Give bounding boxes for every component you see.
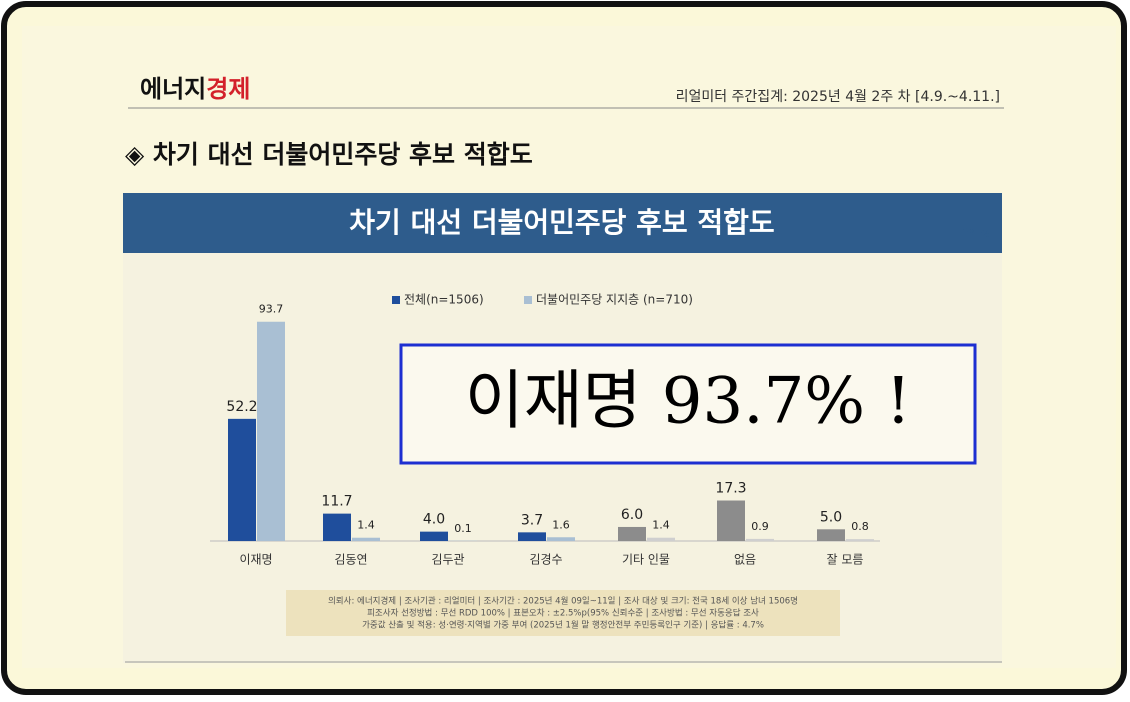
x-tick-label: 잘 모름	[827, 553, 864, 567]
value-label: 3.7	[521, 512, 543, 528]
legend-swatch	[524, 296, 532, 304]
x-tick-label: 없음	[734, 553, 756, 567]
bar	[257, 322, 285, 541]
x-tick-label: 김두관	[431, 553, 464, 567]
value-label: 4.0	[423, 512, 445, 528]
value-label: 0.9	[751, 520, 769, 533]
x-tick-label: 이재명	[239, 553, 272, 567]
footnote-line: 가중값 산출 및 적용: 성·연령·지역별 가중 부여 (2025년 1월 말 …	[362, 620, 764, 631]
source: 리얼미터 주간집계: 2025년 4월 2주 차 [4.9.~4.11.]	[676, 89, 1000, 105]
value-label: 11.7	[321, 494, 352, 510]
value-label: 1.4	[357, 519, 375, 532]
footnote: 의뢰사: 에너지경제 | 조사기관 : 리얼미터 | 조사기간 : 2025년 …	[328, 596, 798, 631]
overlay-text: 이재명 93.7% !	[465, 365, 911, 439]
value-label: 0.8	[851, 520, 869, 533]
x-tick-label: 기타 인물	[622, 553, 670, 567]
logo: 에너지경제	[140, 75, 250, 103]
bar	[228, 419, 256, 541]
bar	[618, 527, 646, 541]
value-label: 6.0	[621, 507, 643, 523]
value-label: 5.0	[820, 509, 842, 525]
footnote-line: 피조사자 선정방법 : 무선 RDD 100% | 표본오차 : ±2.5%p(…	[367, 608, 759, 619]
value-label: 0.1	[454, 522, 472, 535]
value-label: 93.7	[259, 303, 284, 316]
bar	[717, 501, 745, 541]
legend-label: 전체(n=1506)	[404, 293, 484, 307]
value-label: 52.2	[226, 399, 257, 415]
legend-swatch	[392, 296, 400, 304]
bar	[352, 538, 380, 541]
bar	[323, 514, 351, 541]
bar	[746, 539, 774, 541]
bar	[647, 538, 675, 541]
bar	[846, 539, 874, 541]
value-label: 1.6	[552, 518, 570, 531]
value-label: 1.4	[652, 519, 670, 532]
bar	[817, 529, 845, 541]
bar	[420, 532, 448, 541]
bar	[518, 532, 546, 541]
footnote-line: 의뢰사: 에너지경제 | 조사기관 : 리얼미터 | 조사기간 : 2025년 …	[328, 596, 798, 607]
value-label: 17.3	[715, 481, 746, 497]
heading: ◈ 차기 대선 더불어민주당 후보 적합도	[125, 140, 533, 169]
unit-label: [ 단위 %]	[952, 227, 994, 240]
legend-label: 더불어민주당 지지층 (n=710)	[536, 293, 693, 307]
x-tick-label: 김경수	[529, 553, 562, 567]
chart-title: 차기 대선 더불어민주당 후보 적합도	[349, 206, 774, 239]
x-tick-label: 김동연	[334, 553, 367, 567]
bar	[547, 537, 575, 541]
